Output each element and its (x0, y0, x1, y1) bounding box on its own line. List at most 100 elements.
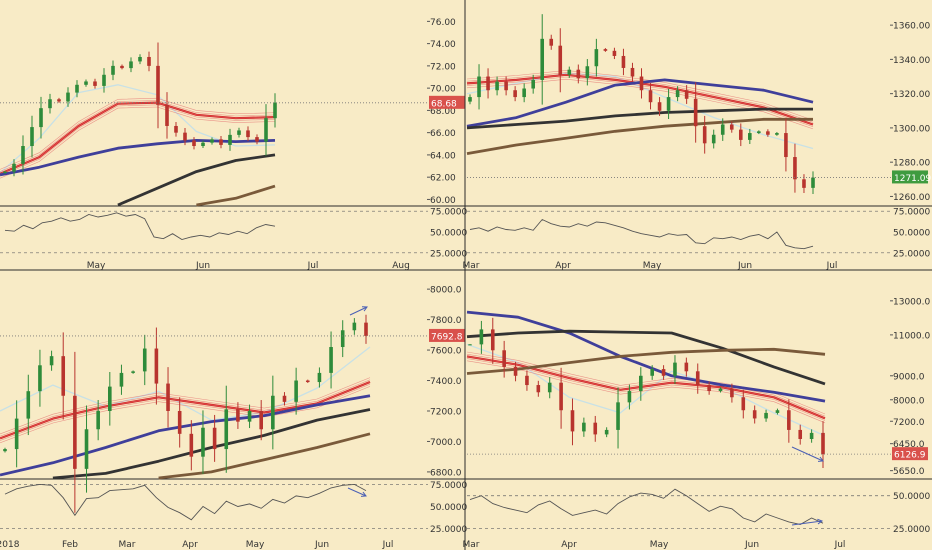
candle-body (340, 330, 345, 348)
candle-body (201, 142, 205, 147)
candle-body (673, 362, 677, 376)
panel-top-right: 1260.00 1280.00 1300.00 1320.00 1340.00 1360.… (463, 14, 932, 271)
candle-body (766, 131, 770, 135)
oscillator-line (4, 212, 276, 240)
y-tick-label: 1360.00 (893, 22, 930, 32)
moving-average-line (158, 432, 371, 480)
candle-body (364, 322, 368, 336)
candle-body (593, 422, 598, 435)
y-tick-label: 1340.00 (893, 56, 930, 66)
y-tick-label: 1300.00 (893, 124, 930, 134)
x-tick-label: Jul (834, 540, 846, 550)
candle-body (61, 356, 66, 396)
candle-body (729, 124, 734, 130)
ribbon-line (0, 381, 371, 439)
osc-tick-label: 25.0000 (893, 525, 930, 535)
candles (3, 314, 368, 513)
candle-body (156, 65, 160, 105)
x-tick-label: Jul (826, 261, 838, 271)
moving-average-line (52, 408, 371, 480)
osc-tick-label: 50.0000 (893, 492, 930, 502)
candle-body (502, 350, 506, 367)
candle-body (84, 81, 88, 85)
osc-tick-label: 25.0000 (430, 249, 467, 259)
candle-body (490, 329, 495, 351)
divergence-arrow (791, 446, 824, 462)
candle-body (477, 76, 481, 98)
y-tick-label: 7200.0 (893, 418, 925, 428)
x-tick-label: Mar (463, 261, 480, 271)
ribbon-line (0, 379, 371, 437)
x-tick-label: Jun (737, 261, 752, 271)
candle-body (57, 99, 61, 102)
candle-body (603, 49, 608, 51)
candle-body (317, 372, 322, 383)
last-price-label: 6126.9 (894, 451, 926, 461)
candle-body (468, 344, 472, 346)
candle-body (255, 137, 259, 142)
candle-body (486, 76, 490, 91)
candle-body (282, 395, 287, 402)
candle-body (224, 409, 229, 450)
x-tick-label: May (643, 261, 662, 271)
candle-body (718, 388, 723, 392)
candle-body (522, 88, 526, 98)
moving-average-line (466, 347, 826, 375)
candle-body (259, 410, 263, 430)
moving-average-line (117, 153, 276, 207)
candle-body (702, 126, 707, 144)
x-tick-label: Mar (119, 540, 136, 550)
last-price-label: 68.68 (431, 99, 457, 109)
candle-body (93, 81, 97, 86)
candle-body (798, 429, 803, 439)
candle-body (142, 348, 147, 372)
last-price-badge (429, 328, 465, 342)
ribbon-line (0, 102, 276, 175)
candle-body (657, 102, 662, 111)
candle-body (26, 391, 31, 419)
candle-body (764, 412, 768, 419)
candle-body (585, 66, 590, 79)
x-tick-label: Feb (62, 540, 78, 550)
x-tick-label: Aug (392, 261, 410, 271)
ribbon-line (0, 97, 276, 170)
y-tick-label: 68.00 (430, 107, 456, 117)
candle-body (96, 410, 100, 430)
candle-body (666, 97, 671, 111)
candle-body (504, 81, 508, 91)
y-tick-label: 7000.0 (430, 438, 462, 448)
candle-body (536, 385, 541, 393)
candle-body (775, 410, 780, 413)
candle-body (567, 69, 572, 75)
y-tick-label: 66.00 (430, 129, 456, 139)
candle-body (802, 179, 806, 188)
x-tick-label: Apr (555, 261, 571, 271)
x-tick-label: May (87, 261, 106, 271)
osc-tick-label: 25.0000 (430, 525, 467, 535)
candle-body (177, 410, 182, 434)
y-tick-label: 76.00 (430, 18, 456, 28)
y-tick-label: 1320.00 (893, 90, 930, 100)
ribbon-line (0, 106, 276, 179)
candle-body (693, 98, 698, 127)
moving-average-line (196, 184, 276, 207)
candle-body (549, 38, 554, 46)
ribbon-line (0, 377, 371, 435)
candle-body (210, 139, 214, 143)
candle-body (147, 56, 151, 66)
panel-bottom-left: 6800.0 7000.0 7200.0 7400.0 7600.0 7800.0 8000… (0, 286, 473, 550)
last-price-label: 1271.09 (894, 174, 931, 184)
candle-body (711, 134, 716, 144)
candle-body (294, 380, 298, 402)
candle-body (201, 427, 205, 457)
oscillator-line (4, 483, 367, 521)
candle-body (707, 385, 711, 392)
candles (3, 42, 277, 177)
last-price-badge (429, 95, 465, 109)
candle-body (21, 146, 25, 164)
last-price-label: 7692.8 (431, 332, 463, 342)
x-tick-label: Apr (182, 540, 198, 550)
candle-body (73, 395, 77, 469)
candle-body (540, 38, 545, 80)
candle-body (228, 134, 232, 145)
